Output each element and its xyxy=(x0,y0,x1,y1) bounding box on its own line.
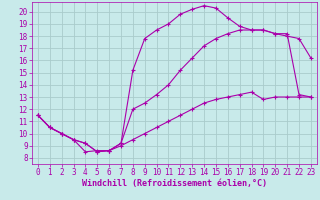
X-axis label: Windchill (Refroidissement éolien,°C): Windchill (Refroidissement éolien,°C) xyxy=(82,179,267,188)
